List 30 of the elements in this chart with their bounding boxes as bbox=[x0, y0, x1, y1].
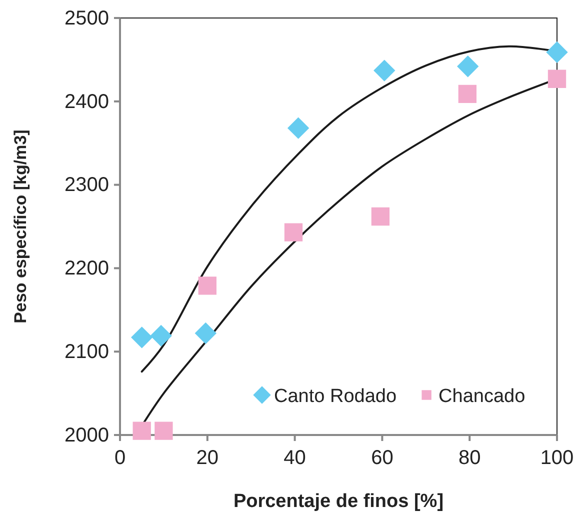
point bbox=[548, 70, 566, 88]
y-tick-label: 2000 bbox=[64, 424, 109, 446]
y-axis-title: Peso específico [kg/m3] bbox=[11, 130, 30, 324]
y-tick-label: 2300 bbox=[64, 174, 109, 196]
point bbox=[131, 326, 153, 348]
point bbox=[374, 60, 396, 82]
point bbox=[198, 276, 216, 295]
point bbox=[457, 56, 479, 78]
point bbox=[287, 117, 310, 139]
y-tick-label: 2400 bbox=[64, 90, 109, 113]
y-tick-label: 2200 bbox=[64, 258, 109, 280]
point bbox=[194, 322, 216, 344]
x-tick-label: 100 bbox=[540, 447, 574, 469]
y-tick-label: 2100 bbox=[64, 341, 109, 363]
point bbox=[284, 223, 303, 242]
point bbox=[371, 207, 390, 226]
x-tick-label: 0 bbox=[114, 447, 126, 469]
x-tick-label: 60 bbox=[371, 447, 394, 469]
point bbox=[150, 324, 172, 347]
x-tick-label: 40 bbox=[284, 447, 306, 469]
y-tick-label: 2500 bbox=[64, 7, 109, 30]
legend-label: Canto Rodado bbox=[274, 386, 397, 407]
point bbox=[546, 41, 568, 64]
point bbox=[154, 422, 173, 440]
x-tick-label: 20 bbox=[196, 447, 219, 469]
x-tick-label: 80 bbox=[458, 447, 481, 469]
x-axis-title: Porcentaje de finos [%] bbox=[233, 491, 444, 512]
point bbox=[132, 422, 151, 440]
point bbox=[458, 84, 476, 103]
legend-label: Chancado bbox=[438, 386, 526, 407]
